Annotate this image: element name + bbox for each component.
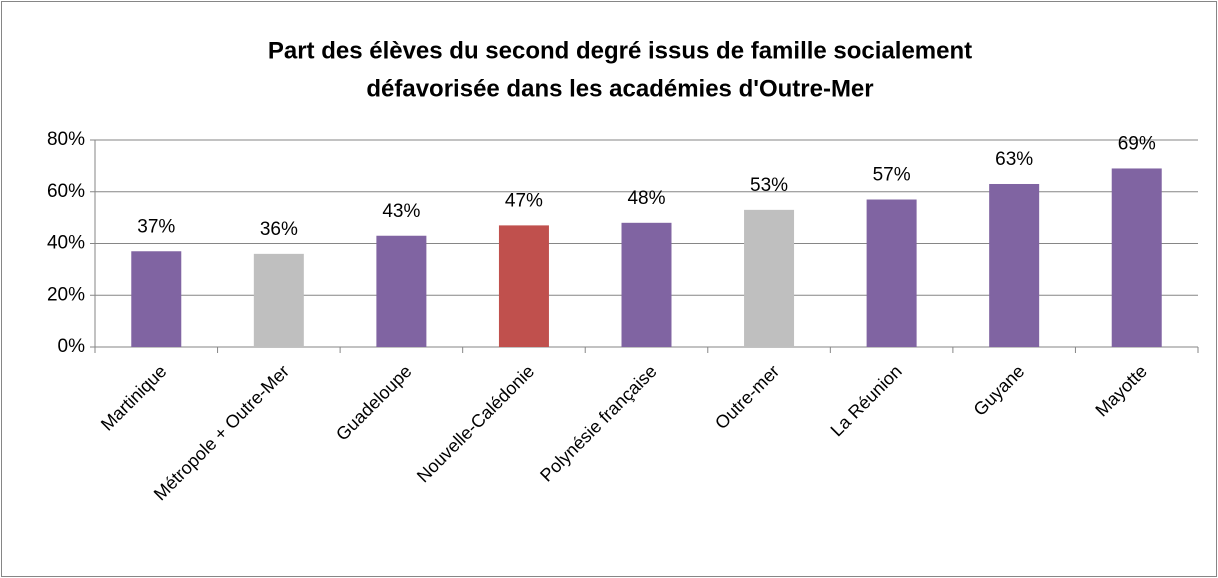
bar <box>376 235 427 347</box>
bar <box>253 253 304 347</box>
bar <box>1111 168 1162 347</box>
data-label: 36% <box>260 219 298 240</box>
bar <box>131 251 182 347</box>
bar <box>866 199 917 347</box>
y-tick-label: 80% <box>47 129 85 150</box>
y-tick-label: 60% <box>47 181 85 202</box>
bar <box>498 225 549 347</box>
data-label: 47% <box>505 190 543 211</box>
bar <box>744 209 795 347</box>
y-tick-label: 20% <box>47 284 85 305</box>
data-label: 57% <box>873 165 911 186</box>
y-tick-label: 0% <box>58 336 86 357</box>
chart-title: Part des élèves du second degré issus de… <box>268 37 972 64</box>
data-label: 63% <box>995 149 1033 170</box>
bar <box>989 183 1040 347</box>
data-label: 43% <box>382 201 420 222</box>
chart-title: défavorisée dans les académies d'Outre-M… <box>366 75 873 102</box>
data-label: 48% <box>627 188 665 209</box>
y-tick-label: 40% <box>47 233 85 254</box>
bar <box>621 222 672 347</box>
data-label: 37% <box>137 216 175 237</box>
data-label: 53% <box>750 175 788 196</box>
data-label: 69% <box>1118 133 1156 154</box>
